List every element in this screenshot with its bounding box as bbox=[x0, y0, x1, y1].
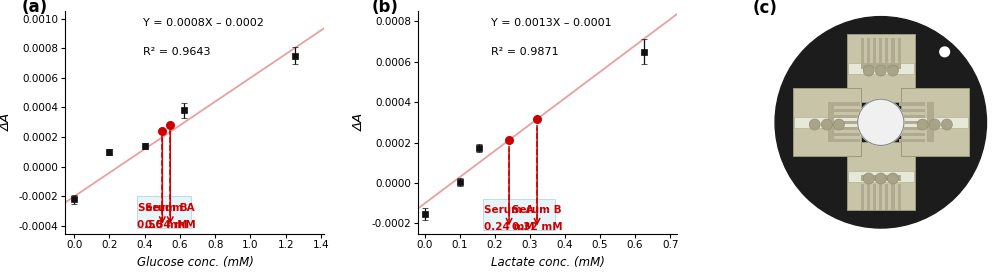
Text: (a): (a) bbox=[21, 0, 47, 16]
Bar bbox=[834, 139, 860, 142]
X-axis label: Glucose conc. (mM): Glucose conc. (mM) bbox=[137, 256, 254, 269]
Text: (b): (b) bbox=[371, 0, 398, 16]
Bar bbox=[828, 103, 834, 142]
FancyBboxPatch shape bbox=[900, 88, 969, 157]
Text: Y = 0.0008X – 0.0002: Y = 0.0008X – 0.0002 bbox=[143, 18, 264, 28]
Bar bbox=[873, 38, 876, 63]
Text: Y = 0.0013X – 0.0001: Y = 0.0013X – 0.0001 bbox=[491, 18, 612, 28]
Circle shape bbox=[809, 119, 820, 130]
Circle shape bbox=[863, 65, 874, 76]
Bar bbox=[834, 103, 860, 106]
Bar bbox=[885, 38, 888, 63]
Circle shape bbox=[887, 173, 898, 184]
Bar bbox=[899, 139, 926, 142]
Bar bbox=[834, 115, 860, 118]
Circle shape bbox=[875, 65, 886, 76]
Bar bbox=[879, 38, 882, 63]
Bar bbox=[928, 103, 934, 142]
Bar bbox=[899, 103, 926, 106]
Text: Serum B: Serum B bbox=[138, 203, 187, 213]
Text: R² = 0.9643: R² = 0.9643 bbox=[143, 47, 210, 57]
Circle shape bbox=[863, 173, 874, 184]
FancyBboxPatch shape bbox=[847, 34, 914, 103]
Text: 0.50 mM: 0.50 mM bbox=[137, 220, 188, 230]
Bar bbox=[899, 127, 926, 130]
Circle shape bbox=[917, 119, 929, 130]
Bar bbox=[861, 175, 900, 181]
FancyBboxPatch shape bbox=[793, 88, 861, 157]
Bar bbox=[885, 184, 888, 210]
Text: 0.24 mM: 0.24 mM bbox=[484, 222, 534, 232]
Text: Serum B: Serum B bbox=[512, 205, 562, 215]
Text: 0.32 mM: 0.32 mM bbox=[512, 222, 562, 232]
Bar bbox=[848, 171, 913, 182]
Bar bbox=[899, 115, 926, 118]
Bar bbox=[867, 184, 870, 210]
Circle shape bbox=[942, 119, 953, 130]
Bar bbox=[834, 109, 860, 112]
FancyBboxPatch shape bbox=[137, 197, 190, 228]
X-axis label: Lactate conc. (mM): Lactate conc. (mM) bbox=[491, 256, 605, 269]
Bar bbox=[861, 63, 900, 70]
Bar bbox=[899, 121, 926, 124]
Bar bbox=[891, 38, 894, 63]
Text: R² = 0.9871: R² = 0.9871 bbox=[491, 47, 558, 57]
Bar bbox=[891, 184, 894, 210]
Bar bbox=[899, 133, 926, 136]
Circle shape bbox=[858, 99, 904, 145]
FancyBboxPatch shape bbox=[847, 142, 914, 210]
Text: (c): (c) bbox=[753, 0, 778, 17]
Y-axis label: ΔA: ΔA bbox=[353, 113, 366, 131]
Circle shape bbox=[775, 17, 987, 228]
Bar bbox=[861, 184, 864, 210]
Bar bbox=[848, 63, 913, 74]
Circle shape bbox=[875, 173, 886, 184]
Circle shape bbox=[930, 119, 941, 130]
FancyBboxPatch shape bbox=[483, 199, 554, 230]
Circle shape bbox=[833, 119, 844, 130]
Text: 0.54 mM: 0.54 mM bbox=[145, 220, 195, 230]
Circle shape bbox=[887, 65, 898, 76]
Bar bbox=[899, 109, 926, 112]
Text: Serum A: Serum A bbox=[146, 203, 195, 213]
Bar bbox=[897, 184, 900, 210]
Text: Serum A: Serum A bbox=[484, 205, 534, 215]
Circle shape bbox=[940, 47, 950, 57]
Bar bbox=[834, 127, 860, 130]
Bar bbox=[867, 38, 870, 63]
Bar bbox=[794, 117, 860, 128]
Bar bbox=[901, 117, 968, 128]
Circle shape bbox=[821, 119, 832, 130]
Bar bbox=[861, 38, 864, 63]
Bar bbox=[879, 184, 882, 210]
Bar bbox=[873, 184, 876, 210]
Bar bbox=[834, 121, 860, 124]
Bar bbox=[834, 133, 860, 136]
Bar bbox=[897, 38, 900, 63]
Y-axis label: ΔA: ΔA bbox=[0, 113, 13, 131]
